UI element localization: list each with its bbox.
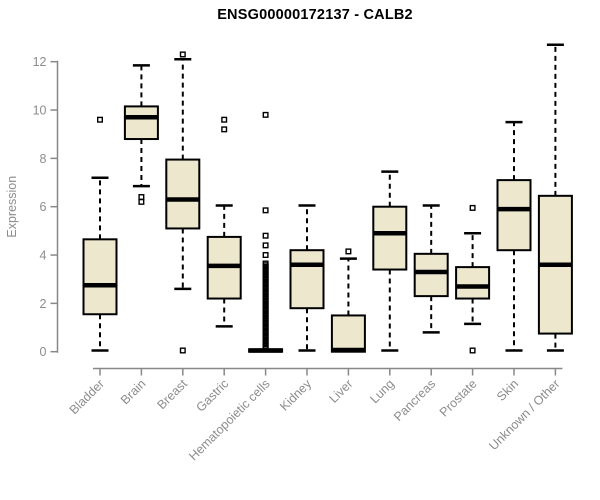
x-tick-label: Unknown / Other — [486, 377, 562, 453]
x-tick-label: Bladder — [67, 377, 107, 417]
chart-title: ENSG00000172137 - CALB2 — [217, 7, 413, 23]
box-brain — [123, 105, 159, 141]
box-bladder — [82, 238, 118, 316]
y-axis-title: Expression — [5, 176, 19, 238]
x-tick-label: Pancreas — [391, 377, 438, 424]
outlier-point — [221, 126, 228, 133]
y-tick-label: 4 — [40, 249, 47, 263]
outlier-point — [179, 347, 186, 354]
y-tick-label: 2 — [40, 297, 47, 311]
x-tick-label: Brain — [118, 377, 149, 408]
box-skin — [496, 179, 532, 252]
x-tick-label: Prostate — [437, 377, 480, 420]
outlier-point — [345, 248, 352, 255]
outlier-point — [262, 111, 269, 118]
outlier-point — [469, 347, 476, 354]
outlier-column-point — [262, 260, 269, 267]
outlier-point — [262, 232, 269, 239]
x-tick-label: Hematopoietic cells — [186, 377, 273, 464]
x-tick-label: Breast — [154, 376, 190, 412]
x-tick-label: Gastric — [193, 377, 231, 415]
box-liver — [330, 314, 366, 353]
box-lung — [372, 205, 408, 271]
outlier-point — [138, 198, 145, 205]
outlier-point — [221, 116, 228, 123]
x-tick-label: Lung — [367, 377, 397, 407]
outlier-point — [262, 242, 269, 249]
box-breast — [165, 158, 201, 230]
outlier-point — [96, 116, 103, 123]
outlier-point — [262, 252, 269, 259]
y-tick-label: 0 — [40, 345, 47, 359]
x-tick-label: Kidney — [277, 376, 314, 413]
outlier-point — [262, 207, 269, 214]
box-prostate — [455, 266, 491, 300]
outlier-point — [138, 194, 145, 201]
y-tick-label: 10 — [33, 104, 47, 118]
outlier-point — [469, 204, 476, 211]
x-tick-label: Liver — [326, 377, 355, 406]
y-tick-label: 12 — [33, 55, 47, 69]
outlier-point — [179, 51, 186, 58]
x-tick-label: Skin — [494, 377, 521, 404]
y-tick-label: 8 — [40, 152, 47, 166]
box-pancreas — [413, 252, 449, 298]
y-tick-label: 6 — [40, 200, 47, 214]
box-kidney — [289, 249, 325, 310]
